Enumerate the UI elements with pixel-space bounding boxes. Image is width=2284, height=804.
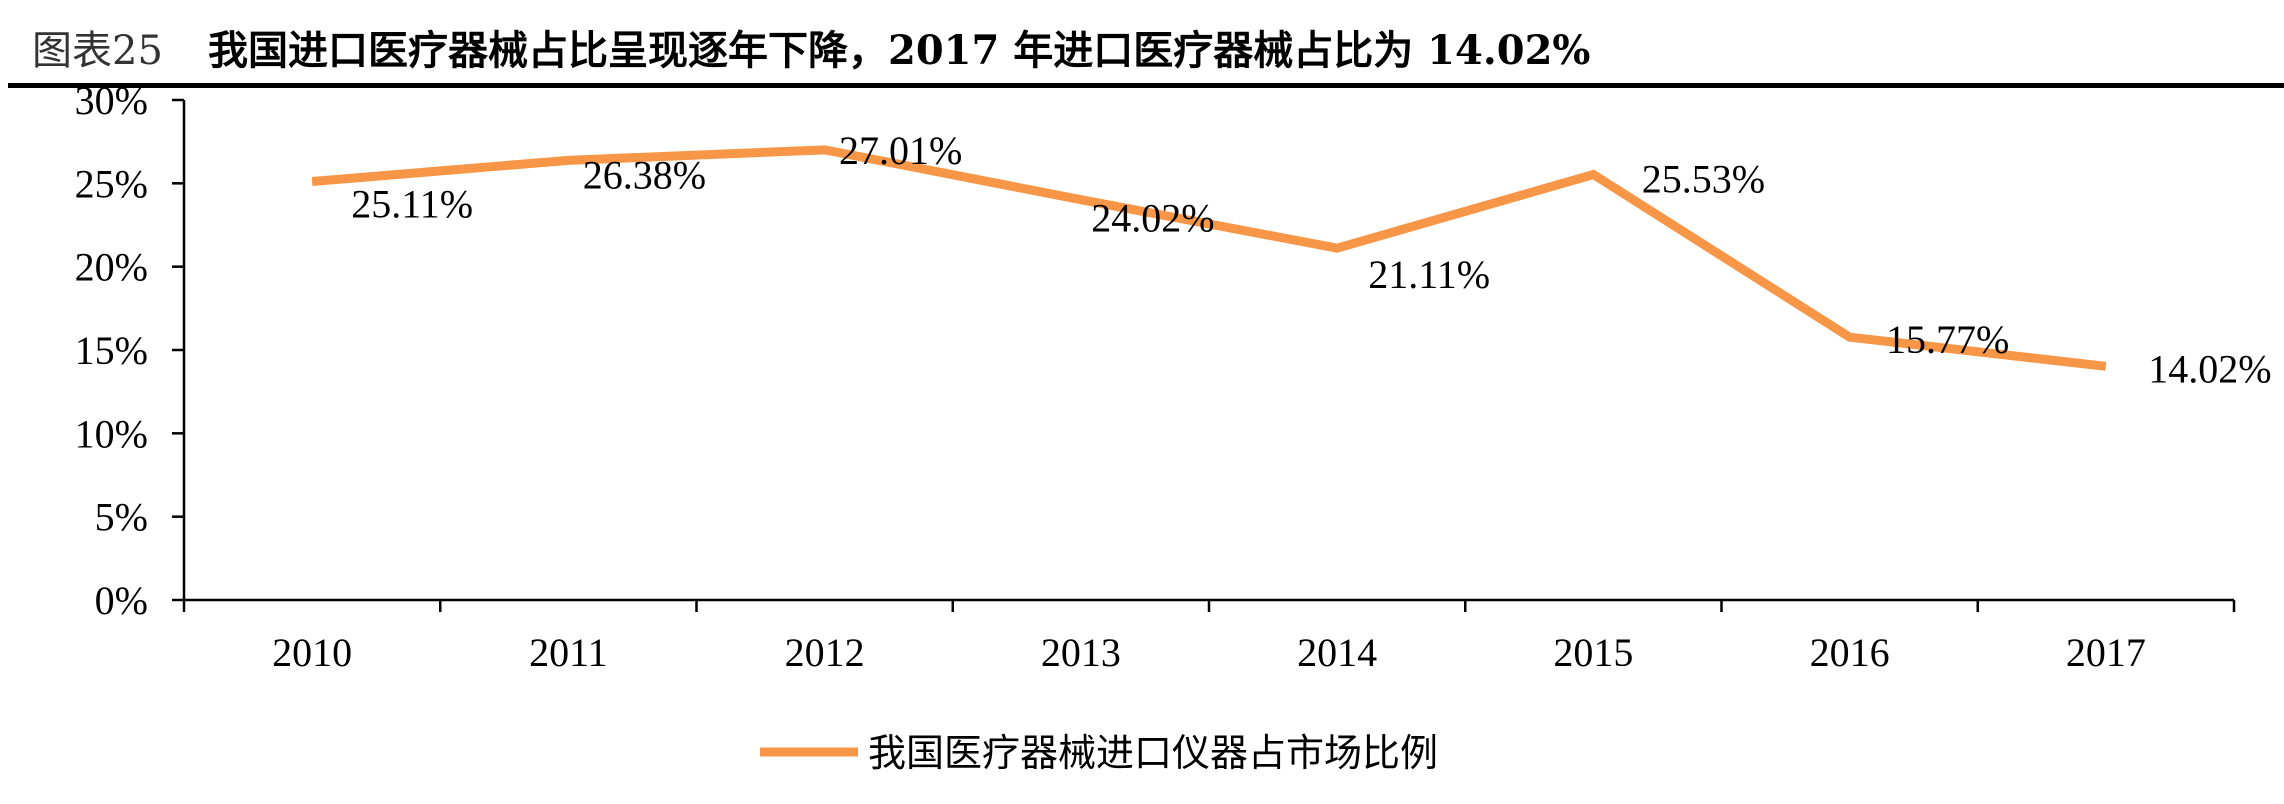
data-label: 24.02% (1091, 196, 1214, 241)
data-label: 21.11% (1368, 252, 1490, 297)
x-tick-label: 2016 (1810, 630, 1890, 675)
figure-number: 图表25 (32, 28, 163, 74)
y-tick-label: 25% (75, 161, 148, 206)
data-label: 15.77% (1886, 317, 2009, 362)
y-tick-label: 10% (75, 411, 148, 456)
x-tick-label: 2012 (785, 630, 865, 675)
x-tick-label: 2015 (1553, 630, 1633, 675)
x-tick-label: 2011 (529, 630, 608, 675)
x-tick-label: 2014 (1297, 630, 1377, 675)
line-chart: 0% 5% 10% 15% 20% 25% 30% 2010 2011 2012 2013 2014 2… (75, 88, 2272, 775)
y-tick-label: 30% (75, 88, 148, 123)
y-tick-label: 5% (95, 495, 148, 540)
data-label: 25.53% (1642, 157, 1765, 202)
chart-title-bar: 图表25 我国进口医疗器械占比呈现逐年下降，2017 年进口医疗器械占比为 14… (0, 0, 2284, 88)
chart-title: 我国进口医疗器械占比呈现逐年下降，2017 年进口医疗器械占比为 14.02% (208, 27, 1591, 74)
data-label: 14.02% (2148, 346, 2271, 391)
data-label: 26.38% (583, 152, 706, 197)
data-label: 27.01% (839, 128, 962, 173)
y-tick-label: 20% (75, 245, 148, 290)
title-underline (8, 83, 2284, 88)
series-line (311, 145, 2107, 371)
x-tick-label: 2010 (272, 630, 352, 675)
y-tick-label: 0% (95, 578, 148, 623)
x-tick-label: 2013 (1041, 630, 1121, 675)
legend-label: 我国医疗器械进口仪器占市场比例 (868, 731, 1438, 775)
y-tick-label: 15% (75, 328, 148, 373)
x-tick-label: 2017 (2066, 630, 2146, 675)
data-label: 25.11% (351, 182, 473, 227)
